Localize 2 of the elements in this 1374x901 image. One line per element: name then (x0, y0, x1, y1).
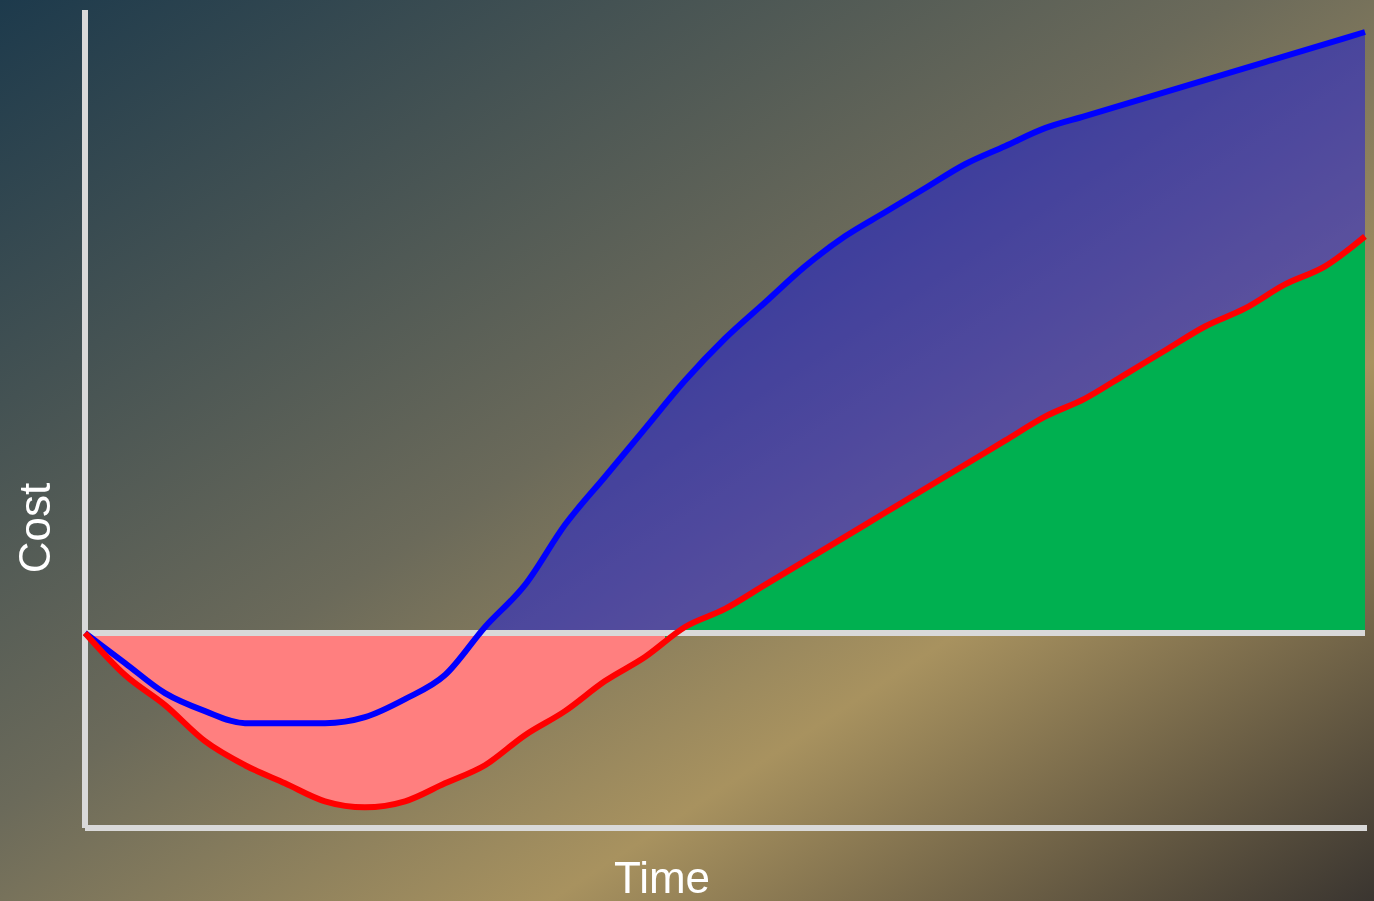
x-axis-title: Time (613, 853, 711, 901)
y-axis-title: Cost (10, 482, 59, 574)
